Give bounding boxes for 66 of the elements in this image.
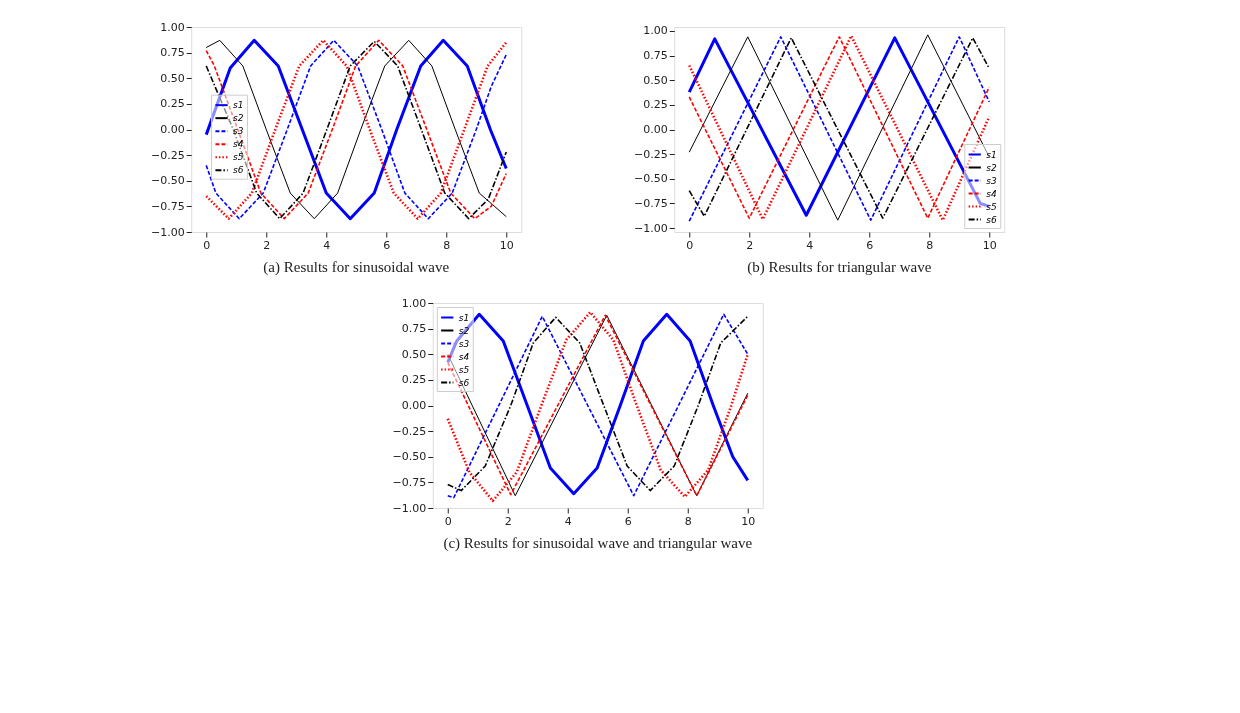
y-tick-label: 0.75 (160, 46, 185, 60)
legend-label: s4 (986, 188, 997, 199)
y-tick-label: 0.00 (160, 123, 185, 136)
text: (c) Results for sinusoidal wave and triangular wave (443, 535, 753, 552)
y-tick-label: 0.50 (401, 347, 427, 361)
legend-label: s5 (986, 201, 997, 212)
x-tick-label: 6 (383, 238, 391, 252)
y-tick-label: 0.25 (160, 97, 185, 111)
text: (b) Results for triangular wave (747, 259, 932, 276)
x-tick-label: 6 (624, 514, 632, 528)
legend-label: s3 (233, 126, 244, 137)
x-tick-label: 0 (686, 238, 694, 252)
x-tick-label: 6 (866, 238, 874, 252)
legend-label: s6 (986, 214, 997, 225)
x-tick-label: 8 (926, 238, 934, 252)
legend-label: s5 (233, 152, 244, 163)
y-tick-label: −0.25 (634, 147, 668, 161)
y-tick-label: −0.50 (634, 172, 668, 186)
x-tick-label: 2 (746, 238, 754, 252)
x-tick-label: 8 (684, 514, 692, 528)
x-tick-label: 10 (982, 238, 997, 252)
y-tick-label: −1.00 (151, 225, 185, 239)
y-tick-label: −0.75 (151, 199, 185, 213)
legend-label: s1 (986, 149, 997, 160)
y-tick-label: 0.00 (401, 399, 427, 412)
legend-label: s6 (233, 165, 244, 176)
y-tick-label: 0.75 (401, 322, 427, 336)
legend-label: s4 (458, 351, 470, 362)
x-tick-label: 8 (443, 238, 451, 252)
x-tick-label: 4 (806, 238, 814, 252)
x-tick-label: 2 (263, 238, 271, 252)
x-tick-label: 10 (499, 238, 514, 252)
y-tick-label: 0.50 (643, 73, 668, 87)
y-tick-label: −1.00 (634, 221, 668, 235)
x-tick-label: 2 (504, 514, 512, 528)
legend-label: s5 (458, 364, 470, 375)
x-tick-label: 4 (323, 238, 331, 252)
y-tick-label: −0.25 (151, 148, 185, 162)
y-tick-label: −0.75 (634, 196, 668, 210)
legend-label: s4 (233, 139, 244, 150)
y-tick-label: 0.25 (643, 98, 668, 112)
y-tick-label: −0.50 (392, 450, 427, 464)
y-tick-label: 1.00 (643, 24, 668, 38)
text: (a) Results for sinusoidal wave (263, 259, 450, 276)
y-tick-label: 0.25 (401, 373, 427, 387)
y-tick-label: 1.00 (401, 296, 427, 310)
y-tick-label: −1.00 (392, 501, 427, 515)
y-tick-label: −0.50 (151, 174, 185, 188)
x-tick-label: 0 (203, 238, 211, 252)
legend-label: s3 (986, 175, 997, 186)
legend-label: s2 (233, 113, 244, 124)
y-tick-label: 0.00 (643, 123, 668, 136)
y-tick-label: 0.50 (160, 71, 185, 85)
y-tick-label: −0.75 (392, 475, 427, 489)
legend-label: s2 (986, 162, 997, 173)
x-tick-label: 0 (444, 514, 452, 528)
legend-label: s3 (458, 338, 470, 349)
legend-label: s1 (458, 312, 470, 323)
y-tick-label: 1.00 (160, 20, 185, 34)
legend-label: s1 (233, 100, 244, 111)
x-tick-label: 10 (741, 514, 756, 528)
y-tick-label: 0.75 (643, 49, 668, 63)
legend-label: s6 (458, 377, 470, 388)
legend-label: s2 (458, 325, 470, 336)
y-tick-label: −0.25 (392, 424, 427, 438)
x-tick-label: 4 (564, 514, 572, 528)
